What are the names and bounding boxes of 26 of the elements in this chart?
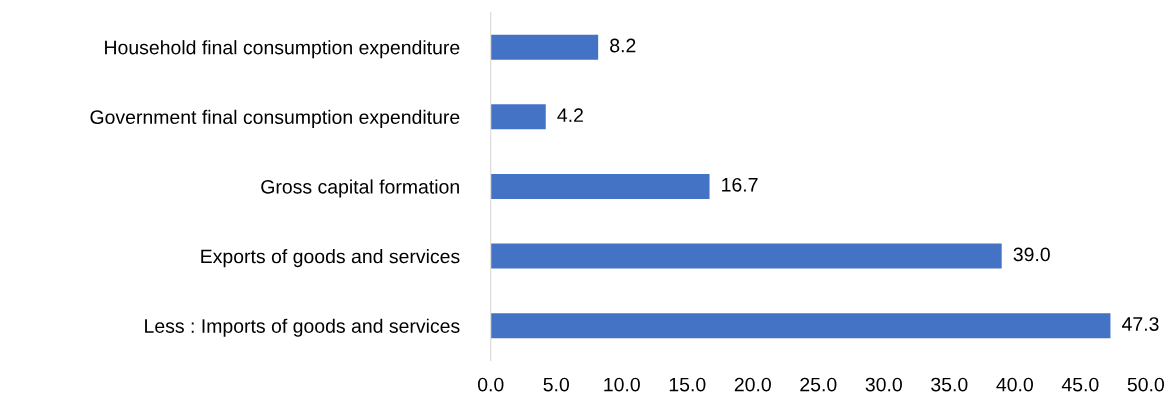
x-tick-label: 35.0 bbox=[931, 377, 968, 392]
bar bbox=[490, 104, 546, 130]
y-tick-label: Gross capital formation bbox=[261, 179, 459, 198]
x-tick-label: 40.0 bbox=[996, 377, 1033, 392]
x-tick-label: 10.0 bbox=[604, 377, 640, 392]
data-label: 47.3 bbox=[1122, 317, 1159, 331]
x-tick-label: 45.0 bbox=[1061, 377, 1099, 392]
y-tick-label: Household final consumption expenditure bbox=[105, 40, 460, 59]
x-tick-label: 15.0 bbox=[669, 377, 706, 392]
data-label: 4.2 bbox=[557, 108, 583, 122]
data-label: 16.7 bbox=[722, 177, 758, 192]
bar bbox=[490, 243, 1002, 269]
y-tick-label: Less : Imports of goods and services bbox=[145, 318, 460, 337]
bar bbox=[490, 34, 599, 60]
x-tick-label: 50.0 bbox=[1127, 377, 1164, 392]
x-tick-label: 5.0 bbox=[543, 377, 569, 392]
bar bbox=[490, 173, 710, 199]
y-tick-label: Government final consumption expenditure bbox=[90, 109, 460, 128]
x-tick-label: 30.0 bbox=[865, 377, 902, 392]
x-tick-label: 20.0 bbox=[734, 377, 771, 392]
data-label: 8.2 bbox=[610, 38, 636, 53]
bar bbox=[490, 313, 1111, 339]
data-label: 39.0 bbox=[1013, 247, 1050, 262]
y-tick-label: Exports of goods and services bbox=[201, 249, 460, 268]
x-tick-label: 25.0 bbox=[800, 377, 837, 392]
x-tick-label: 0.0 bbox=[477, 377, 504, 392]
